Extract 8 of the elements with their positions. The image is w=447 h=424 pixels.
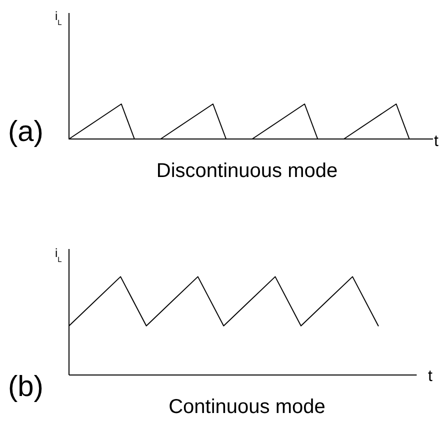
text: (b) [8, 371, 44, 403]
text: (a) [8, 116, 44, 148]
x-axis-title: t [434, 133, 439, 150]
y-axis-title: i$_{L}$ [55, 246, 62, 264]
x-axis-title: t [428, 368, 433, 385]
text: Discontinuous mode [156, 160, 338, 182]
y-axis-title: i$_{L}$ [55, 9, 62, 26]
text: Continuous mode [168, 396, 326, 418]
